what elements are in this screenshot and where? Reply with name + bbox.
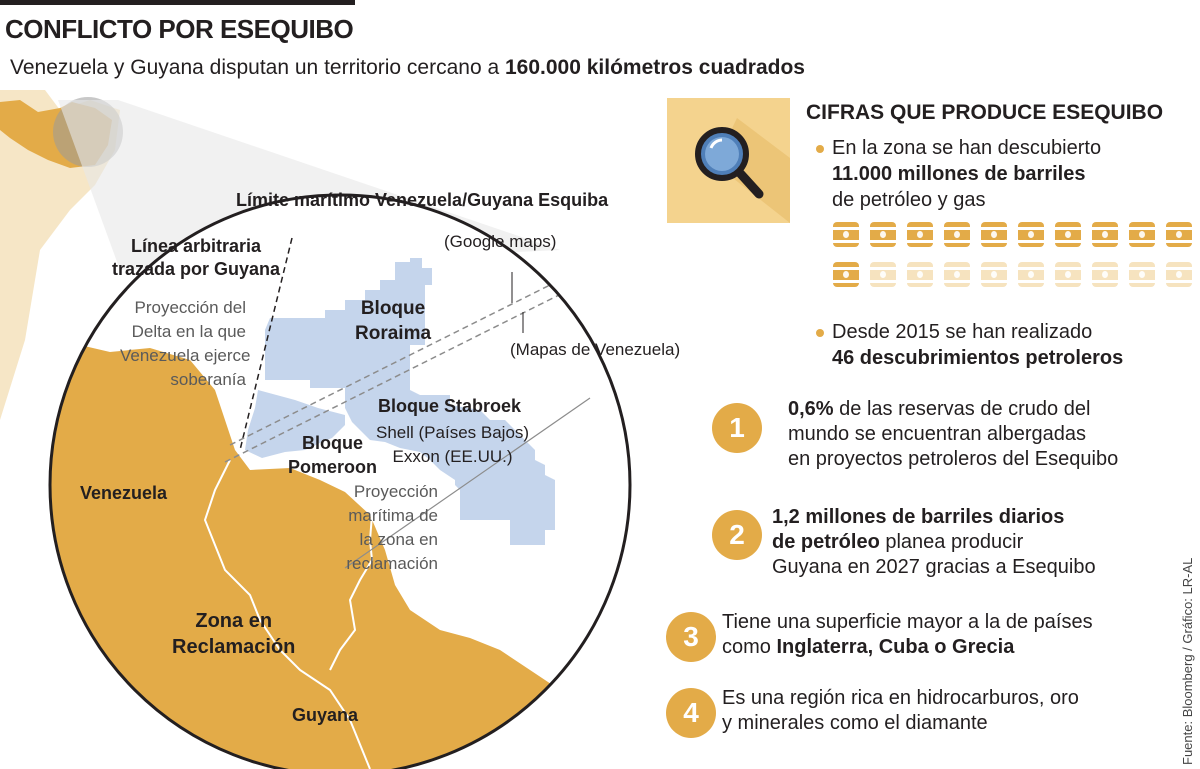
border-zona [329,514,374,671]
leader-maritime-limit [569,209,574,267]
oil-drop-icon [917,231,923,238]
barrel-icon-empty [1018,262,1044,287]
label-venezuela-maps: (Mapas de Venezuela) [510,340,681,359]
block-roraima [265,258,432,408]
maritime-limit-venezuela [224,271,606,463]
oil-drop-icon [991,271,997,278]
oil-drop-icon [1028,231,1034,238]
arbitrary-line [239,237,293,451]
oil-drop-icon [1065,231,1071,238]
oil-drop-icon [880,271,886,278]
oil-drop-icon [954,271,960,278]
barrel-icon-empty [981,262,1007,287]
page-subtitle: Venezuela y Guyana disputan un territori… [10,56,805,79]
barrel-icon-filled [907,222,933,247]
numbered-text: 1,2 millones de barriles diarios de petr… [772,506,1096,578]
fact-since-2015: Desde 2015 se han realizado 46 descubrim… [816,319,1123,371]
numbered-text: Tiene una superficie mayor a la de paíse… [722,611,1093,658]
oil-drop-icon [1139,271,1145,278]
map-circle-outline [48,193,632,769]
label-bloque-stabroek: Bloque Stabroek [378,396,522,416]
label-delta-projection: Proyección del Delta en la que Venezuela e… [120,298,251,389]
oil-drop-icon [880,231,886,238]
label-bloque-roraima: Bloque Roraima [355,298,432,344]
oil-drop-icon [1102,271,1108,278]
label-bloque-pomeroon: Bloque Pomeroon [288,433,378,477]
oil-drop-icon [1102,231,1108,238]
oil-drop-icon [954,231,960,238]
label-stabroek-companies: Shell (Países Bajos) Exxon (EE.UU.) [376,423,530,466]
barrel-icon-filled [981,222,1007,247]
subtitle-highlight: 160.000 kilómetros cuadrados [504,56,805,79]
number-badge: 4 [666,688,716,738]
barrel-icon-filled [833,222,859,247]
top-rule [0,0,355,5]
barrel-icon-filled [1092,222,1118,247]
barrel-icon-empty [1166,262,1192,287]
barrel-icon-filled [1166,222,1192,247]
barrel-icon-filled [1055,222,1081,247]
fact-discoveries: En la zona se han descubierto 11.000 mil… [816,135,1101,213]
oil-drop-icon [843,271,849,278]
oil-drop-icon [843,231,849,238]
esequibo-map [0,90,632,769]
oil-drop-icon [917,271,923,278]
label-arbitrary-line: Línea arbitraria trazada por Guyana [112,236,281,279]
magnifier-icon [695,118,790,223]
barrel-icon-filled [870,222,896,247]
label-maritime-limit: Límite marítimo Venezuela/Guyana Esquiba [236,190,609,210]
barrel-icon-filled [1129,222,1155,247]
label-google-maps: (Google maps) [444,232,557,251]
barrel-icon-empty [1129,262,1155,287]
numbered-text: Es una región rica en hidrocarburos, oro… [722,687,1079,734]
bullet-dot [816,145,824,153]
number-badge: 3 [666,612,716,662]
source-credit: Fuente: Bloomberg / Gráfico: LR-AL [1180,557,1195,765]
facts-title: CIFRAS QUE PRODUCE ESEQUIBO [806,101,1164,124]
border-venezuela [203,459,371,769]
barrel-icon-empty [907,262,933,287]
barrel-icon-filled [944,222,970,247]
barrel-icon-filled [1018,222,1044,247]
oil-drop-icon [1176,231,1182,238]
barrel-icon-empty [1055,262,1081,287]
label-maritime-projection: Proyección marítima de la zona en reclamaci… [346,482,438,573]
numbered-text: 0,6% de las reservas de crudo del mundo … [788,398,1119,470]
block-pomeroon [245,390,345,458]
block-stabroek [345,390,555,545]
number-badge: 2 [712,510,762,560]
label-guyana: Guyana [292,705,359,725]
maritime-projection-line [344,397,591,569]
barrel-icon-empty [870,262,896,287]
maritime-limit-google [229,259,601,446]
oil-drop-icon [991,231,997,238]
number-badge: 1 [712,403,762,453]
land-venezuela-guyana [50,340,620,769]
page-title: CONFLICTO POR ESEQUIBO [5,14,354,44]
oil-drop-icon [1139,231,1145,238]
label-zona-reclamacion: Zona en Reclamación [172,610,296,658]
barrel-icon-empty [944,262,970,287]
barrel-icon-filled [833,262,859,287]
barrel-icon-empty [1092,262,1118,287]
label-venezuela: Venezuela [80,483,168,503]
oil-drop-icon [1176,271,1182,278]
oil-drop-icon [1028,271,1034,278]
facts-icon-box [667,98,790,223]
bullet-dot [816,329,824,337]
oil-drop-icon [1065,271,1071,278]
